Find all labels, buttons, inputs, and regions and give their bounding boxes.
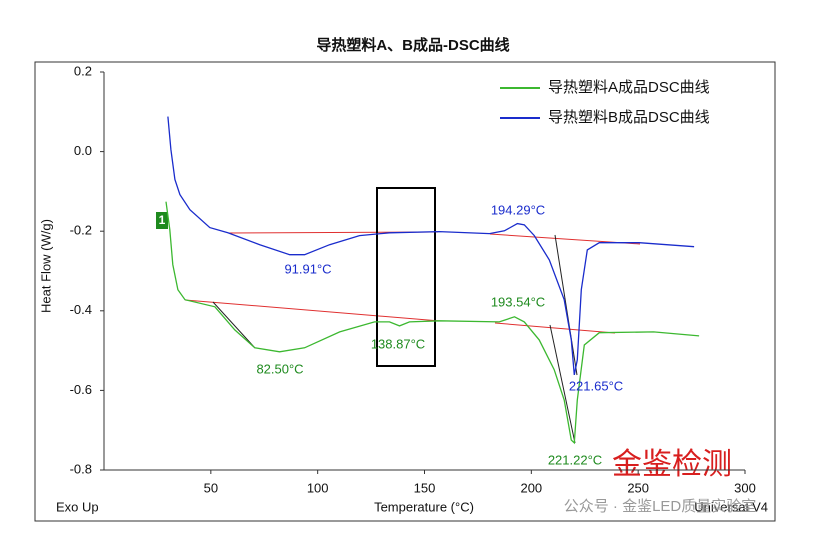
x-tick-label: 150 bbox=[414, 480, 436, 495]
y-tick-label: -0.4 bbox=[70, 302, 92, 317]
series-line bbox=[167, 116, 695, 376]
onset-line bbox=[549, 324, 576, 444]
y-tick-label: 0.0 bbox=[74, 143, 92, 158]
footer-right: Universal V4 bbox=[694, 499, 768, 514]
legend-label: 导热塑料B成品DSC曲线 bbox=[548, 109, 710, 126]
x-tick-label: 50 bbox=[204, 480, 218, 495]
x-tick-label: 250 bbox=[627, 480, 649, 495]
series-line bbox=[165, 201, 700, 445]
y-tick-label: -0.8 bbox=[70, 461, 92, 476]
peak-annotation: 221.65°C bbox=[569, 378, 623, 393]
chart-title: 导热塑料A、B成品-DSC曲线 bbox=[316, 36, 509, 54]
baselines bbox=[184, 231, 641, 334]
watermark: 金鉴检测 bbox=[612, 447, 732, 482]
y-tick-label: -0.2 bbox=[70, 223, 92, 238]
wechat-watermark: 公众号 · 金鉴LED质量实验室 bbox=[564, 498, 757, 515]
x-tick-label: 200 bbox=[520, 480, 542, 495]
peak-annotation: 91.91°C bbox=[284, 261, 331, 276]
y-tick-label: -0.6 bbox=[70, 382, 92, 397]
legend-label: 导热塑料A成品DSC曲线 bbox=[548, 79, 710, 96]
baseline bbox=[494, 322, 616, 334]
y-axis-label: Heat Flow (W/g) bbox=[38, 219, 53, 313]
peak-annotation: 193.54°C bbox=[491, 294, 545, 309]
x-tick-label: 300 bbox=[734, 480, 756, 495]
curve-marker-box bbox=[156, 212, 168, 229]
baseline bbox=[184, 299, 441, 322]
peak-annotation: 82.50°C bbox=[256, 361, 303, 376]
y-tick-label: 0.2 bbox=[74, 63, 92, 78]
footer-left: Exo Up bbox=[56, 499, 99, 514]
highlight-box bbox=[376, 187, 436, 367]
onset-line bbox=[212, 301, 256, 349]
peak-annotation: 194.29°C bbox=[491, 202, 545, 217]
frame bbox=[34, 61, 776, 522]
curve-marker: 1 bbox=[159, 213, 166, 227]
peak-annotation: 221.22°C bbox=[548, 452, 602, 467]
peak-annotation: 138.87°C bbox=[371, 336, 425, 351]
x-axis-label: Temperature (°C) bbox=[374, 499, 474, 514]
x-tick-label: 100 bbox=[307, 480, 329, 495]
onset-line bbox=[554, 234, 578, 376]
onset-lines bbox=[212, 234, 578, 444]
